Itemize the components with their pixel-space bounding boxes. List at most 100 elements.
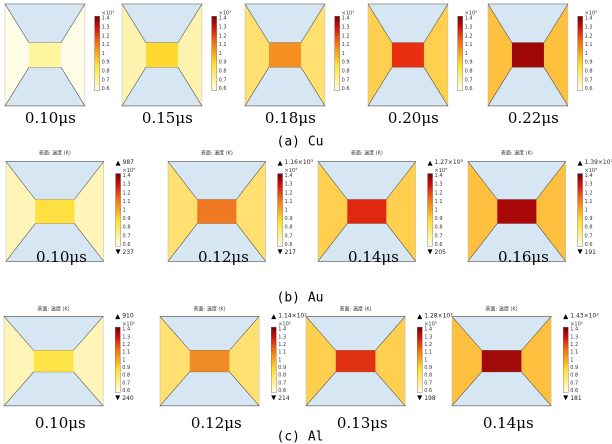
scale-tick-label: 0.9 xyxy=(585,216,593,222)
panel-title: 表面: 温度 (K) xyxy=(194,306,226,313)
scale-tick-label: 1.2 xyxy=(585,190,593,196)
scale-tick-label: 1.2 xyxy=(122,342,130,348)
scale-tick-label: 1 xyxy=(285,207,288,213)
scale-tick-label: 1.3 xyxy=(123,182,131,188)
scale-tick-label: 0.7 xyxy=(122,380,130,386)
time-label: 0.13μs xyxy=(337,414,388,432)
scale-tick-label: 1.1 xyxy=(465,42,473,48)
max-value: 987 xyxy=(123,159,135,166)
scale-tick-label: 1.4 xyxy=(585,16,593,22)
scale-tick-label: 1.4 xyxy=(123,173,131,179)
scale-tick-label: 1.3 xyxy=(585,25,593,31)
color-bar xyxy=(578,16,583,90)
color-bar xyxy=(417,327,422,392)
scale-tick-label: 0.6 xyxy=(219,86,227,92)
scale-tick-label: 1.4 xyxy=(465,16,473,22)
scale-tick-label: 0.9 xyxy=(570,365,578,371)
scale-tick-label: 0.9 xyxy=(424,365,432,371)
scale-tick-label: 0.6 xyxy=(435,242,443,248)
max-value: 1.28×10³ xyxy=(424,313,453,320)
max-marker xyxy=(417,314,422,319)
min-value: 237 xyxy=(123,249,135,256)
scale-tick-label: 0.7 xyxy=(585,77,593,83)
scale-tick-label: 1.3 xyxy=(465,25,473,31)
max-marker xyxy=(428,161,433,166)
color-bar xyxy=(578,174,583,247)
neck xyxy=(29,43,61,67)
scale-tick-label: 0.9 xyxy=(122,365,130,371)
max-value: 910 xyxy=(122,313,134,320)
scale-tick-label: 1 xyxy=(570,357,573,363)
time-label: 0.18μs xyxy=(265,109,316,127)
min-marker xyxy=(278,249,283,254)
scale-tick-label: 0.7 xyxy=(278,380,286,386)
neck xyxy=(197,200,236,224)
scale-tick-label: 0.9 xyxy=(285,216,293,222)
neck xyxy=(497,200,536,224)
scale-tick-label: 1.3 xyxy=(585,182,593,188)
scale-tick-label: 0.6 xyxy=(570,388,578,394)
time-label: 0.10μs xyxy=(25,109,76,127)
scale-tick-label: 0.8 xyxy=(424,373,432,379)
scale-tick-label: 0.6 xyxy=(585,86,593,92)
scale-tick-label: 0.7 xyxy=(585,233,593,239)
neck xyxy=(35,200,74,224)
panel-title: 表面: 温度 (K) xyxy=(351,150,383,157)
scale-tick-label: 1.1 xyxy=(219,42,227,48)
scale-tick-label: 1.1 xyxy=(278,350,286,356)
min-marker xyxy=(428,249,433,254)
scale-tick-label: 1 xyxy=(435,207,438,213)
scale-tick-label: 0.9 xyxy=(585,60,593,66)
scale-tick-label: 1.1 xyxy=(424,350,432,356)
min-value: 205 xyxy=(435,249,447,256)
min-value: 214 xyxy=(278,395,290,402)
scale-tick-label: 0.9 xyxy=(123,216,131,222)
scale-tick-label: 0.6 xyxy=(465,86,473,92)
time-label: 0.14μs xyxy=(348,248,399,266)
scale-tick-label: 0.8 xyxy=(570,373,578,379)
scale-tick-label: 1.4 xyxy=(219,16,227,22)
panel-title: 表面: 温度 (K) xyxy=(486,306,518,313)
scale-tick-label: 1.4 xyxy=(122,327,130,333)
scale-tick-label: 0.6 xyxy=(102,86,110,92)
scale-tick-label: 1.2 xyxy=(342,33,350,39)
scale-tick-label: 1.3 xyxy=(435,182,443,188)
row-label: (a) Cu xyxy=(277,135,324,150)
scale-tick-label: 0.7 xyxy=(465,77,473,83)
color-bar xyxy=(278,174,283,247)
panel-title: 表面: 温度 (K) xyxy=(201,150,233,157)
color-bar xyxy=(458,16,463,90)
scale-tick-label: 0.9 xyxy=(435,216,443,222)
scale-tick-label: 0.9 xyxy=(342,60,350,66)
scale-tick-label: 1.2 xyxy=(585,33,593,39)
panel-title: 表面: 温度 (K) xyxy=(340,306,372,313)
color-bar xyxy=(271,327,276,392)
scale-tick-label: 0.8 xyxy=(585,225,593,231)
scale-tick-label: 0.6 xyxy=(278,388,286,394)
color-bar xyxy=(116,174,121,247)
min-value: 240 xyxy=(122,395,134,402)
scale-tick-label: 1 xyxy=(585,207,588,213)
scale-tick-label: 1 xyxy=(219,51,222,57)
scale-tick-label: 0.7 xyxy=(342,77,350,83)
neck xyxy=(336,350,376,371)
scale-tick-label: 0.8 xyxy=(342,69,350,75)
scale-tick-label: 0.7 xyxy=(424,380,432,386)
scale-tick-label: 1 xyxy=(278,357,281,363)
max-marker xyxy=(563,314,568,319)
scale-tick-label: 1.3 xyxy=(285,182,293,188)
min-marker xyxy=(271,395,276,400)
scale-tick-label: 1.1 xyxy=(122,350,130,356)
neck xyxy=(482,350,522,371)
min-marker xyxy=(115,395,120,400)
row-label: (c) Al xyxy=(277,430,324,444)
scale-tick-label: 1.3 xyxy=(102,25,110,31)
max-value: 1.14×10³ xyxy=(278,313,307,320)
scale-tick-label: 1.1 xyxy=(123,199,131,205)
time-label: 0.10μs xyxy=(35,414,86,432)
neck xyxy=(269,43,301,67)
max-marker xyxy=(116,161,121,166)
scale-tick-label: 0.9 xyxy=(465,60,473,66)
scale-tick-label: 1 xyxy=(123,207,126,213)
scale-tick-label: 0.8 xyxy=(285,225,293,231)
